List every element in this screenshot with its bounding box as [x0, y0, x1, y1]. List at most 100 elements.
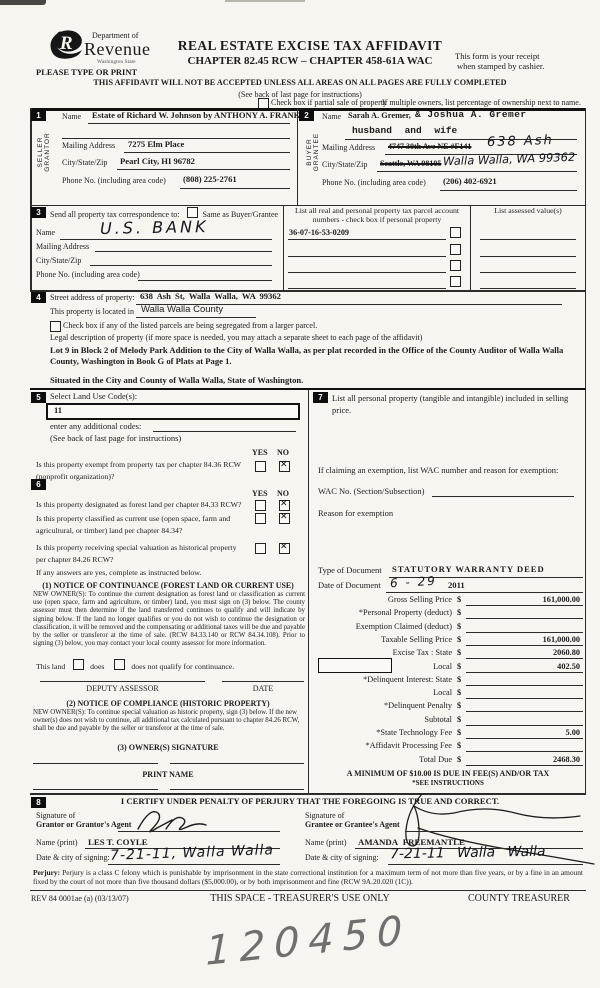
owner-sig-line-1	[33, 763, 158, 764]
q-current-no-checkbox	[279, 512, 290, 524]
wac-no-line	[432, 496, 574, 497]
box-left-border	[30, 108, 32, 290]
money-row-line	[466, 658, 583, 660]
dollar-sign: $	[457, 595, 462, 604]
grantee-agent-label: Grantee or Grantee's Agent	[305, 820, 400, 829]
logo-dept-text: Department of	[92, 31, 139, 40]
s5-no-header: NO	[277, 448, 289, 457]
buyer-phone-label: Phone No. (including area code)	[322, 178, 426, 187]
q-exempt-no-checkbox	[279, 460, 290, 472]
money-row-line	[466, 605, 583, 606]
money-row: Excise Tax : State $2060.80	[318, 648, 583, 660]
money-row: Subtotal $	[318, 715, 583, 727]
seller-csz-line	[117, 169, 290, 170]
wac-no-label: WAC No. (Section/Subsection)	[318, 486, 425, 496]
buyer-csz-handwritten: Walla Walla, WA 99362	[442, 149, 576, 169]
dollar-sign: $	[457, 754, 462, 764]
assessed-line-3	[480, 272, 576, 273]
money-row: Total Due $2468.30	[318, 755, 583, 767]
form-rev-number: REV 84 0001ae (a) (03/13/07)	[31, 894, 129, 903]
deputy-assessor-line	[40, 681, 205, 682]
additional-codes-label: enter any additional codes:	[50, 421, 142, 431]
money-row: *Delinquent Interest: State $	[318, 675, 583, 687]
buyer-side-word2: GRANTEE	[313, 132, 320, 172]
seller-mailing-line	[124, 152, 290, 153]
money-row-line	[466, 724, 583, 726]
corr-mailing-line	[95, 251, 272, 252]
receipt-note-line2: when stamped by cashier.	[457, 61, 545, 71]
please-type-or-print: PLEASE TYPE OR PRINT	[36, 67, 138, 77]
assessed-header: List assessed value(s)	[494, 206, 562, 215]
date-of-document-year: 2011	[448, 580, 465, 590]
notice1-title: (1) NOTICE OF CONTINUANCE (FOREST LAND O…	[42, 581, 294, 590]
buyer-grantee-side-label: BUYER GRANTEE	[306, 122, 320, 182]
money-row-label: *Personal Property (deduct)	[358, 608, 452, 618]
see-instructions-note: *SEE INSTRUCTIONS	[412, 779, 484, 787]
money-row-label: Subtotal	[424, 714, 452, 724]
legal-description-label: Legal description of property (if more s…	[50, 333, 423, 342]
owners-signature-label: (3) OWNER(S) SIGNATURE	[117, 743, 219, 752]
section3-number: 3	[31, 207, 46, 218]
grantor-name-line	[85, 848, 280, 849]
section8-top-border	[30, 793, 586, 795]
buyer-phone-value: (206) 402-6921	[443, 176, 497, 186]
s6-no-header: NO	[277, 489, 289, 498]
q-forest-text: Is this property designated as forest la…	[36, 500, 242, 509]
grantee-name-value: AMANDA FREEMANTLE	[358, 837, 465, 847]
scan-artifact	[225, 0, 305, 2]
money-row-label: Excise Tax : State	[392, 648, 452, 658]
q-current-text: Is this property classified as current u…	[36, 514, 231, 535]
claiming-exemption-label: If claiming an exemption, list WAC numbe…	[318, 465, 559, 475]
buyer-csz-label: City/State/Zip	[322, 160, 368, 169]
corr-mailing-label: Mailing Address	[36, 242, 90, 251]
same-as-buyer-label: Same as Buyer/Grantee	[202, 210, 279, 219]
dollar-sign: $	[457, 634, 462, 644]
s5-yes-header: YES	[252, 448, 268, 457]
box-top-border	[30, 108, 586, 111]
qualify-does-label: does	[90, 662, 105, 671]
additional-codes-line	[153, 431, 296, 432]
box-bottom-border	[30, 290, 586, 292]
dept-revenue-logo-icon: R	[50, 30, 82, 59]
parcel-header-line2: numbers - check box if personal property	[312, 215, 442, 224]
parcel-number-value: 36-07-16-53-0209	[289, 228, 350, 237]
money-row-line	[466, 698, 583, 700]
parcel-personal-checkbox-2	[450, 244, 461, 255]
section8-number: 8	[31, 797, 46, 808]
buyer-csz-line	[377, 171, 577, 172]
grantor-agent-label: Grantor or Grantor's Agent	[36, 820, 132, 829]
assessor-date-label: DATE	[252, 684, 274, 693]
money-row-label: Total Due	[419, 754, 452, 764]
money-row: Taxable Selling Price $161,000.00	[318, 635, 583, 647]
buyer-csz-struck: Seattle, WA 98105	[380, 159, 442, 168]
parcel-line-4	[288, 288, 446, 289]
money-row-line	[466, 711, 583, 713]
grantor-name-print-label: Name (print)	[36, 838, 78, 847]
money-row-line	[466, 764, 583, 766]
notice2-title: (2) NOTICE OF COMPLIANCE (HISTORIC PROPE…	[66, 699, 270, 708]
qualify-doesnot-checkbox	[114, 659, 126, 670]
money-row: *Affidavit Processing Fee $	[318, 741, 583, 753]
q-historic-yes-checkbox	[255, 543, 266, 554]
money-row-value: 2468.30	[553, 754, 580, 764]
money-row-line	[466, 684, 583, 686]
seller-phone-value: (808) 225-2761	[183, 174, 237, 184]
perjury-bold: Perjury:	[33, 868, 61, 877]
corr-csz-label: City/State/Zip	[36, 256, 82, 265]
buyer-name-label: Name	[322, 112, 342, 121]
date-of-document-handwritten: 6 - 29	[389, 573, 438, 591]
columns-divider	[308, 390, 309, 793]
seller-csz-label: City/State/Zip	[62, 158, 108, 167]
grantee-date-city-label: Date & city of signing:	[305, 853, 379, 862]
money-row: Gross Selling Price $161,000.00	[318, 595, 583, 607]
box-right-border	[585, 108, 586, 793]
located-county-line	[136, 317, 256, 318]
money-row-value: 161,000.00	[542, 634, 580, 644]
dollar-sign: $	[457, 621, 462, 631]
same-as-buyer-checkbox	[186, 207, 198, 218]
section6-number: 6	[31, 479, 46, 490]
land-use-code-value: 11	[54, 405, 63, 415]
money-row: Exemption Claimed (deduct) $	[318, 622, 583, 634]
money-row-value: 2060.80	[553, 648, 580, 658]
